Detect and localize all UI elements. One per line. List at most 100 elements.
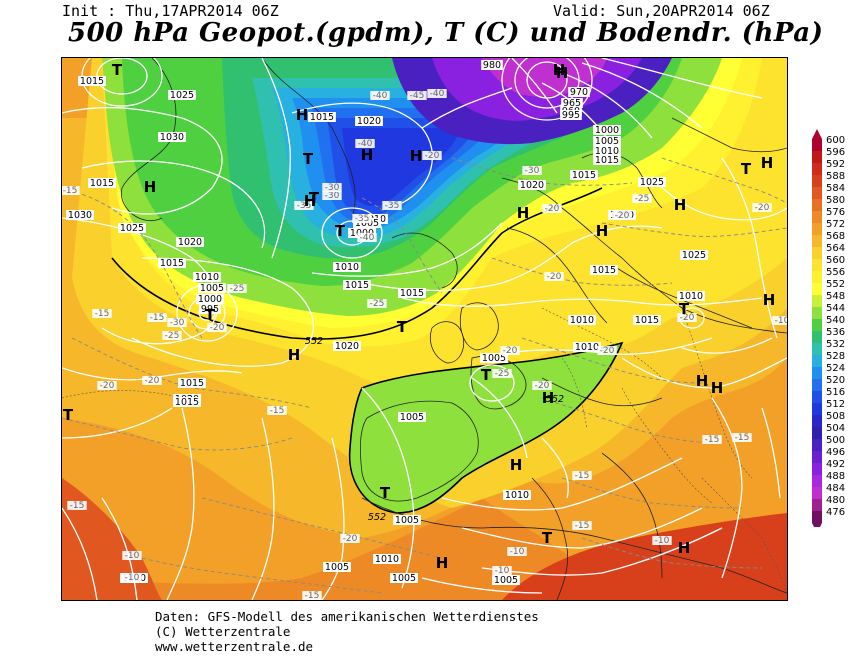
high-pressure-marker: H bbox=[542, 389, 555, 407]
legend-swatch bbox=[812, 175, 822, 187]
temperature-label-bg bbox=[507, 547, 527, 556]
temperature-label-bg bbox=[227, 284, 247, 293]
temperature-label: -20 bbox=[100, 381, 115, 391]
low-pressure-marker: T bbox=[741, 160, 752, 178]
legend-label: 544 bbox=[826, 303, 845, 314]
high-pressure-marker: H bbox=[517, 204, 530, 222]
legend-swatch bbox=[812, 235, 822, 247]
high-pressure-marker: H bbox=[711, 379, 724, 397]
isobar-label-bg bbox=[492, 575, 520, 585]
high-pressure-marker: H bbox=[436, 554, 449, 572]
legend-label: 504 bbox=[826, 423, 845, 434]
high-pressure-marker: H bbox=[304, 192, 317, 210]
temperature-label: -40 bbox=[360, 233, 375, 243]
high-pressure-marker: H bbox=[361, 146, 374, 164]
temperature-label-bg bbox=[322, 191, 342, 200]
isobar-label-bg bbox=[178, 378, 206, 388]
temperature-label-bg bbox=[492, 566, 512, 575]
high-pressure-marker: H bbox=[761, 154, 774, 172]
legend-swatch bbox=[812, 163, 822, 175]
isobar-label: 995 bbox=[562, 110, 580, 121]
footer-url: www.wetterzentrale.de bbox=[155, 639, 314, 654]
temperature-label: -15 bbox=[150, 313, 165, 323]
temperature-label: -45 bbox=[410, 91, 425, 101]
isobar-label-bg bbox=[518, 180, 546, 190]
isobar-label: 1010 bbox=[575, 342, 599, 353]
legend-label: 600 bbox=[826, 135, 845, 146]
legend-swatch bbox=[812, 331, 822, 343]
legend-label: 512 bbox=[826, 399, 845, 410]
temperature-label: -20 bbox=[425, 151, 440, 161]
low-pressure-marker: T bbox=[335, 222, 346, 240]
high-pressure-marker: H bbox=[510, 456, 523, 474]
isobar-label: 1000 bbox=[595, 125, 619, 136]
footer-copyright: (C) Wetterzentrale bbox=[155, 624, 291, 639]
temperature-label: -15 bbox=[305, 591, 320, 600]
temperature-label: -25 bbox=[635, 194, 650, 204]
temperature-label-bg bbox=[147, 313, 167, 322]
isobar-label: 1025 bbox=[120, 223, 144, 234]
temperature-label-bg bbox=[162, 331, 182, 340]
isobar-label-bg bbox=[199, 304, 221, 314]
temperature-label-bg bbox=[597, 346, 617, 355]
temperature-label: -35 bbox=[355, 214, 370, 224]
legend-label: 588 bbox=[826, 171, 845, 182]
legend-swatch bbox=[812, 259, 822, 271]
legend-swatch bbox=[812, 223, 822, 235]
isobar-label-bg bbox=[333, 341, 361, 351]
isobar-label-bg bbox=[196, 294, 224, 304]
isobar-label: 1020 bbox=[335, 341, 359, 352]
legend-label: 552 bbox=[826, 279, 845, 290]
temperature-label: -10 bbox=[655, 536, 670, 546]
isobar-label: 1020 bbox=[357, 116, 381, 127]
isobar-label: 1005 bbox=[482, 353, 506, 364]
legend-label: 520 bbox=[826, 375, 845, 386]
high-pressure-marker: H bbox=[678, 539, 691, 557]
temperature-label-bg bbox=[357, 233, 377, 242]
isobar-label: 1015 bbox=[595, 155, 619, 166]
legend-swatch bbox=[812, 367, 822, 379]
legend-label: 524 bbox=[826, 363, 845, 374]
geopotential-label: 552 bbox=[546, 394, 564, 405]
isobar-label-bg bbox=[480, 353, 508, 363]
temperature-label-bg bbox=[407, 91, 427, 100]
temperature-label: -40 bbox=[430, 89, 445, 99]
low-pressure-marker: T bbox=[679, 300, 690, 318]
legend-label: 484 bbox=[826, 483, 845, 494]
isobar-label: 1010 bbox=[505, 490, 529, 501]
isobar-label: 1010 bbox=[595, 146, 619, 157]
temperature-label: -20 bbox=[600, 346, 615, 356]
isobar-label: 1005 bbox=[595, 136, 619, 147]
geopotential-label: 552 bbox=[305, 336, 323, 347]
legend-swatch bbox=[812, 451, 822, 463]
weather-map: 1015 1025 1030 1015 1030 1025 1020 1015 1010 1005… bbox=[61, 57, 788, 601]
legend-swatch bbox=[812, 211, 822, 223]
high-pressure-marker: H bbox=[296, 106, 309, 124]
legend-swatch bbox=[812, 463, 822, 475]
temperature-label: -20 bbox=[503, 346, 518, 356]
temperature-label: -20 bbox=[547, 272, 562, 282]
isobar-label-bg bbox=[333, 262, 361, 272]
isobar-label: 1025 bbox=[682, 250, 706, 261]
isobar-label: 970 bbox=[570, 87, 588, 98]
legend-swatch bbox=[812, 319, 822, 331]
legend-label: 488 bbox=[826, 471, 845, 482]
temperature-label-bg bbox=[92, 309, 112, 318]
temperature-label: -40 bbox=[358, 139, 373, 149]
temperature-label-bg bbox=[702, 435, 722, 444]
legend-swatch bbox=[812, 199, 822, 211]
isobar-label: 1025 bbox=[170, 90, 194, 101]
isobar-label-bg bbox=[398, 412, 426, 422]
legend-label: 556 bbox=[826, 267, 845, 278]
temperature-label-bg bbox=[532, 381, 552, 390]
field-580 bbox=[62, 478, 162, 600]
legend-swatch bbox=[812, 139, 822, 151]
high-pressure-marker: H bbox=[596, 222, 609, 240]
isobar-label: 1010 bbox=[679, 291, 703, 302]
legend-swatch bbox=[812, 499, 822, 511]
isobar-label: 1025 bbox=[640, 177, 664, 188]
legend-label: 560 bbox=[826, 255, 845, 266]
low-pressure-marker: T bbox=[542, 529, 553, 547]
legend-swatch bbox=[812, 475, 822, 487]
